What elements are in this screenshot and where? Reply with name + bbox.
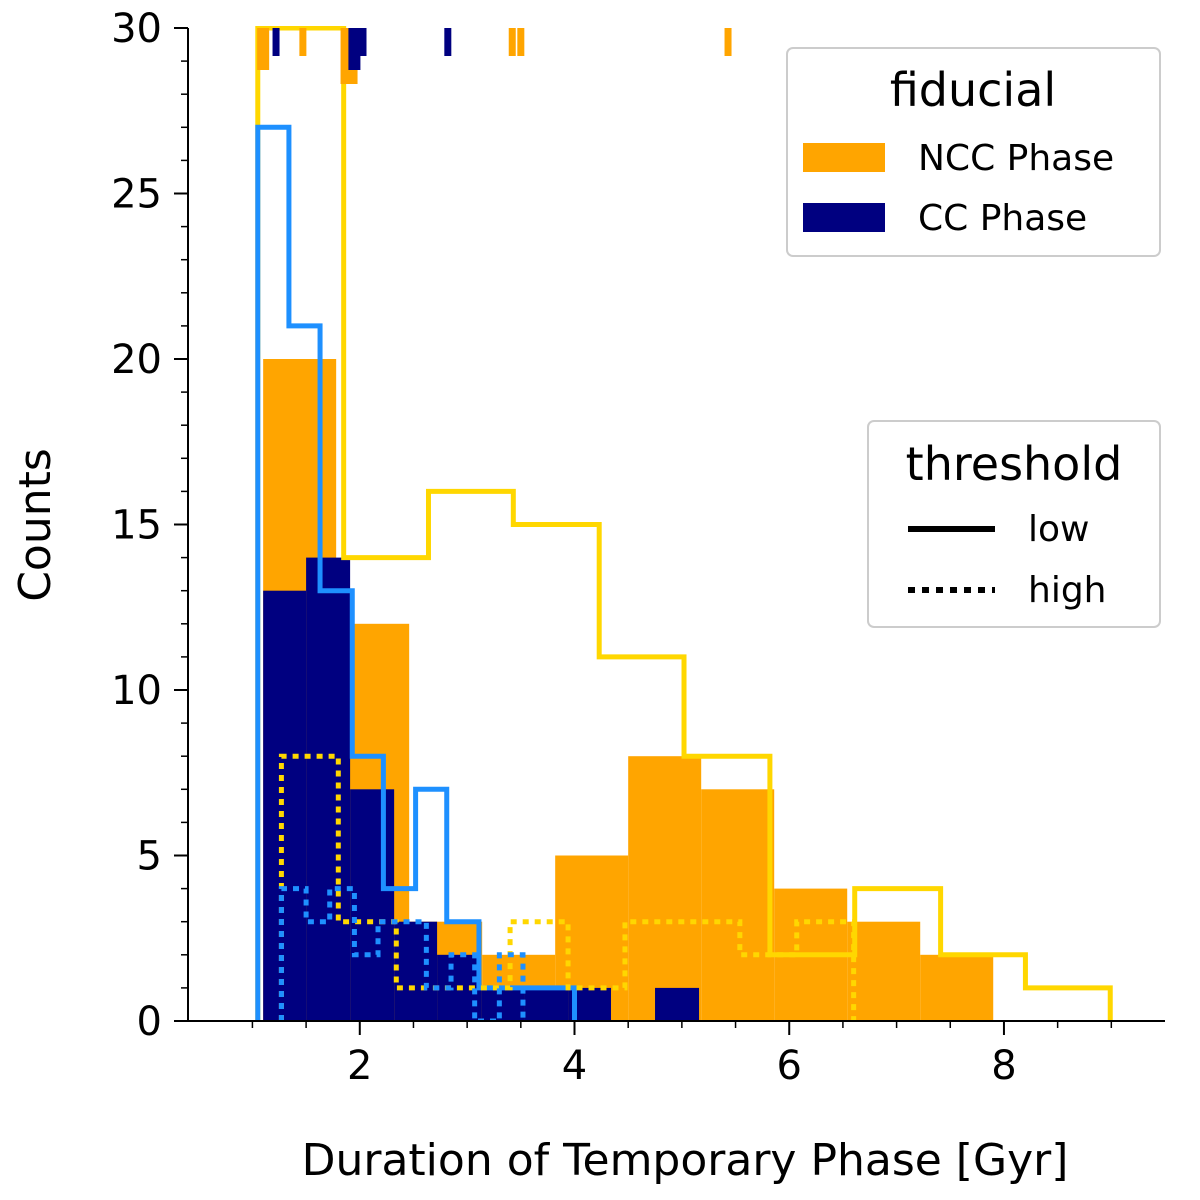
rug-mark-0-3 — [508, 28, 516, 56]
bar-ncc-6 — [701, 789, 775, 1021]
rug-mark-0-0 — [257, 28, 270, 70]
axes: 0 5 10 15 20 25 30 2 4 6 8 — [111, 6, 1165, 1089]
rug-mark-0-4 — [517, 28, 525, 56]
bar-cc-0 — [263, 590, 307, 1021]
bar-ncc-9 — [920, 954, 994, 1021]
bar-cc-1 — [306, 557, 351, 1021]
legend-swatch-ncc — [803, 143, 885, 172]
y-tick-label-25: 25 — [111, 172, 162, 218]
legend-label-ncc: NCC Phase — [918, 138, 1114, 179]
step-line-dotted-2 — [278, 753, 857, 1021]
bar-cc-5 — [481, 987, 525, 1021]
x-tick-label-6: 6 — [777, 1043, 802, 1089]
y-tick-label-20: 20 — [111, 337, 162, 383]
y-axis-label: Counts — [10, 448, 61, 602]
y-tick-label-5: 5 — [137, 834, 162, 880]
legend-swatch-cc — [803, 203, 885, 232]
rug-mark-1-2 — [359, 28, 367, 56]
y-tick-label-0: 0 — [137, 999, 162, 1045]
bar-ncc-8 — [847, 921, 921, 1021]
y-tick-label-10: 10 — [111, 668, 162, 714]
rug-mark-1-0 — [272, 28, 280, 56]
legend-threshold-frame — [867, 420, 1161, 628]
step-line-solid-0 — [255, 26, 1113, 1021]
y-tick-label-15: 15 — [111, 503, 162, 549]
series-group — [255, 26, 1113, 1021]
bar-cc-9 — [655, 987, 700, 1021]
rug-mark-0-5 — [724, 28, 732, 56]
x-tick-label-4: 4 — [562, 1043, 587, 1089]
legend-fiducial-title: fiducial — [890, 63, 1056, 117]
legend-label-high: high — [1028, 570, 1107, 611]
plot-area — [255, 26, 1113, 1021]
bar-cc-6 — [524, 987, 569, 1021]
legend-threshold: threshold low high — [867, 420, 1161, 628]
rug-mark-0-1 — [299, 28, 307, 56]
bar-ncc-5 — [628, 756, 702, 1021]
legend-threshold-title: threshold — [906, 437, 1123, 491]
x-tick-label-2: 2 — [347, 1043, 372, 1089]
legend-label-low: low — [1028, 509, 1089, 550]
rug-mark-1-3 — [444, 28, 452, 56]
bar-cc-2 — [350, 789, 395, 1021]
x-axis-label: Duration of Temporary Phase [Gyr] — [302, 1135, 1069, 1186]
rug-mark-1-1 — [348, 28, 361, 70]
y-tick-label-30: 30 — [111, 6, 162, 52]
x-tick-label-8: 8 — [991, 1043, 1016, 1089]
bar-cc-3 — [394, 921, 438, 1021]
legend-fiducial: fiducial NCC Phase CC Phase — [786, 47, 1161, 257]
legend-label-cc: CC Phase — [918, 198, 1087, 239]
